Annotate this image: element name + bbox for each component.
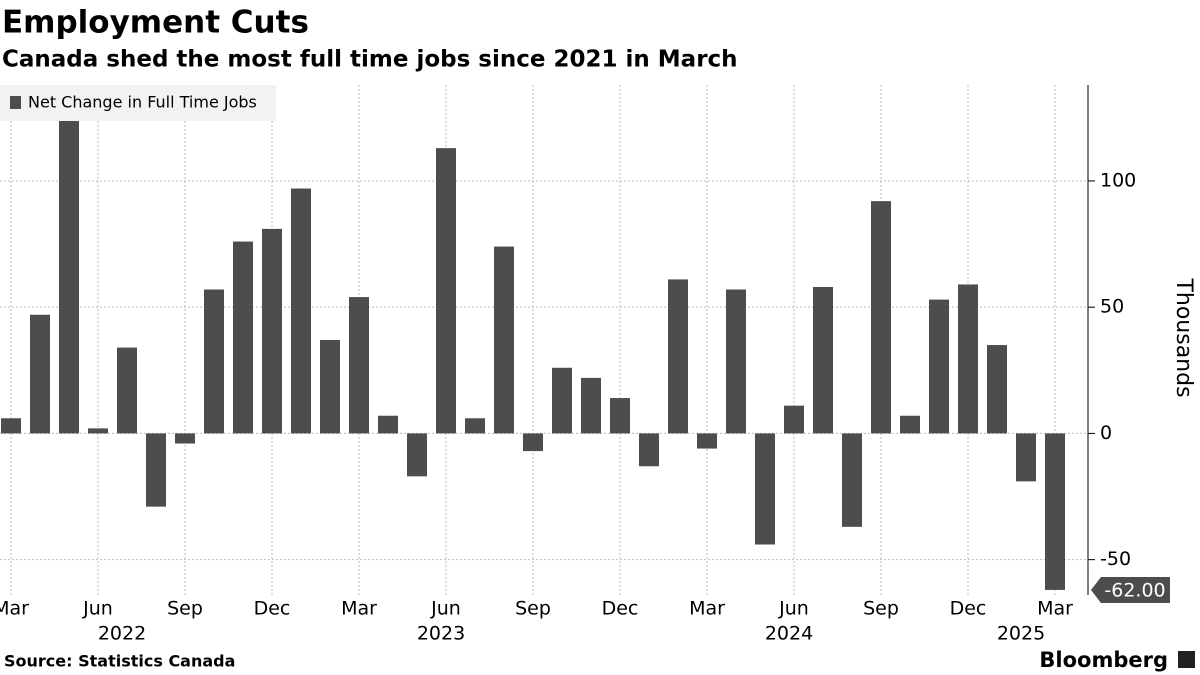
x-tick-label: Dec — [602, 598, 639, 620]
x-tick-label: Mar — [1037, 598, 1073, 620]
bar — [30, 314, 50, 434]
x-tick-label: Sep — [515, 598, 551, 620]
bar — [610, 398, 630, 434]
x-tick-label: Sep — [863, 598, 899, 620]
bar — [697, 433, 717, 449]
brand: Bloomberg — [1039, 648, 1168, 672]
bar — [726, 289, 746, 434]
bar — [1045, 433, 1065, 590]
bar — [88, 428, 108, 434]
bar — [175, 433, 195, 444]
y-tick-label: 100 — [1100, 169, 1136, 191]
bar — [291, 188, 311, 434]
source: Source: Statistics Canada — [4, 652, 235, 671]
x-tick-label: Mar — [0, 598, 29, 620]
bar — [523, 433, 543, 452]
bar — [1016, 433, 1036, 482]
bar — [581, 377, 601, 434]
x-year-label: 2025 — [997, 623, 1045, 645]
brand-icon — [1178, 651, 1195, 668]
bar — [349, 297, 369, 434]
x-year-label: 2023 — [417, 623, 465, 645]
y-tick-label: -50 — [1100, 548, 1131, 570]
x-tick-label: Dec — [950, 598, 987, 620]
bar — [436, 148, 456, 434]
value-label-box — [1091, 576, 1170, 603]
x-year-label: 2022 — [98, 623, 146, 645]
bar — [262, 228, 282, 434]
x-tick-label: Mar — [341, 598, 377, 620]
bar — [929, 299, 949, 434]
legend-box — [0, 85, 276, 121]
x-tick-label: Sep — [167, 598, 203, 620]
x-tick-label: Jun — [430, 598, 461, 620]
bar — [204, 289, 224, 434]
x-tick-label: Dec — [254, 598, 291, 620]
x-tick-label: Jun — [82, 598, 113, 620]
legend-swatch — [10, 96, 21, 109]
bar — [117, 347, 137, 434]
x-tick-label: Jun — [778, 598, 809, 620]
bar — [1, 418, 21, 434]
x-tick-label: Mar — [689, 598, 725, 620]
bar — [465, 418, 485, 434]
bar — [59, 115, 79, 434]
bar — [494, 246, 514, 434]
bar — [842, 433, 862, 527]
bar — [813, 286, 833, 434]
bar — [900, 415, 920, 434]
bar — [233, 241, 253, 434]
bar — [871, 201, 891, 434]
y-tick-label: 0 — [1100, 422, 1112, 444]
y-tick-label: 50 — [1100, 296, 1124, 318]
bar — [987, 345, 1007, 434]
bar — [146, 433, 166, 507]
bar — [755, 433, 775, 545]
value-label: -62.00 — [1104, 579, 1165, 601]
chart-subtitle: Canada shed the most full time jobs sinc… — [2, 47, 738, 73]
legend-label: Net Change in Full Time Jobs — [28, 93, 257, 112]
bar — [407, 433, 427, 477]
x-year-label: 2024 — [765, 623, 813, 645]
bar — [320, 340, 340, 434]
bar — [958, 284, 978, 434]
bar — [378, 415, 398, 434]
chart-title: Employment Cuts — [2, 5, 309, 41]
bar — [639, 433, 659, 467]
bar — [668, 279, 688, 434]
y-axis-label: Thousands — [1171, 277, 1196, 397]
bar — [784, 405, 804, 434]
bar — [552, 367, 572, 434]
